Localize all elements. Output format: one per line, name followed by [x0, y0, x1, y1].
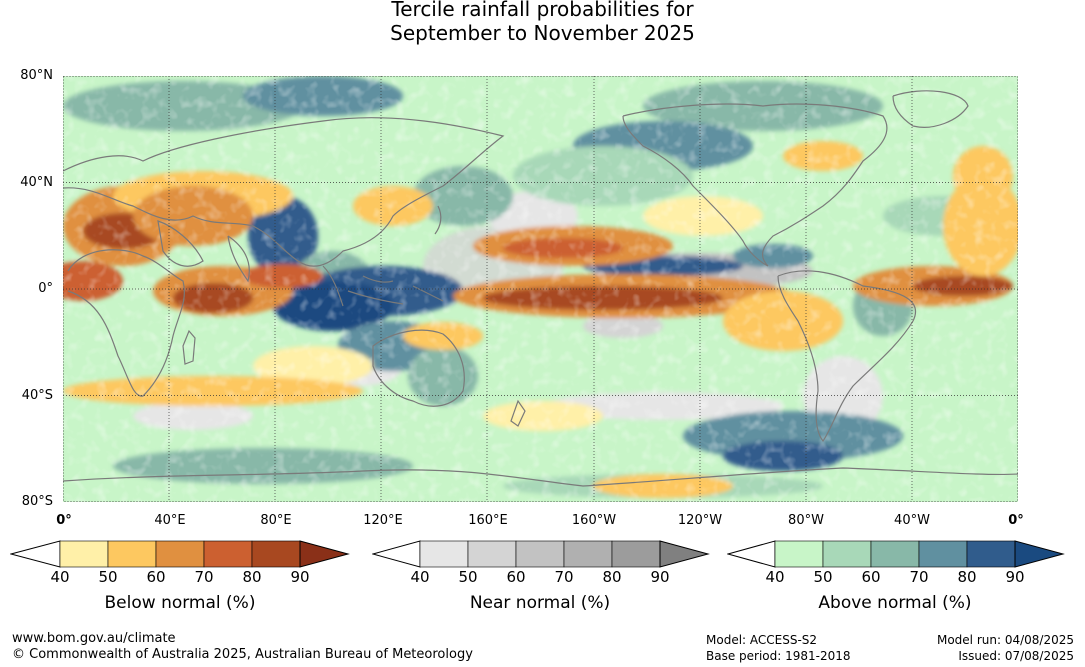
footer-model: Model: ACCESS-S2	[706, 633, 818, 647]
lon-label-80w: 80°W	[788, 513, 824, 528]
footer-issued: Issued: 07/08/2025	[958, 649, 1074, 663]
coastlines	[63, 90, 1018, 487]
lon-label-40e: 40°E	[154, 513, 186, 528]
lon-label-0-right: 0°	[1008, 513, 1024, 528]
footer-copyright: © Commonwealth of Australia 2025, Austra…	[12, 647, 473, 662]
lon-label-0-left: 0°	[56, 513, 72, 528]
map-title: Tercile rainfall probabilities for Septe…	[0, 0, 1085, 45]
footer-url: www.bom.gov.au/climate	[12, 631, 176, 646]
lat-label-0: 0°	[38, 281, 53, 296]
footer-base-period: Base period: 1981-2018	[706, 649, 851, 663]
probability-map	[63, 76, 1018, 502]
legend-near-tick: 70	[554, 568, 574, 586]
legend-above-tick: 60	[861, 568, 881, 586]
legend-near-colorbar	[371, 540, 712, 572]
lon-label-120e: 120°E	[363, 513, 403, 528]
legend-above-colorbar	[726, 540, 1067, 572]
lat-label-40s: 40°S	[21, 388, 53, 403]
legend-above-tick: 80	[957, 568, 977, 586]
legend-near-tick: 40	[410, 568, 430, 586]
title-line-2: September to November 2025	[390, 21, 695, 45]
legend-below-tick: 80	[242, 568, 262, 586]
lat-label-80n: 80°N	[20, 68, 53, 83]
legend-near-title: Near normal (%)	[469, 593, 611, 613]
title-line-1: Tercile rainfall probabilities for	[391, 0, 694, 21]
legend-below-colorbar	[9, 540, 350, 572]
legend-above-title: Above normal (%)	[818, 593, 972, 613]
lon-label-160w: 160°W	[571, 513, 617, 528]
lon-label-80e: 80°E	[260, 513, 292, 528]
legend-near-tick: 60	[506, 568, 526, 586]
legend-below-tick: 50	[98, 568, 118, 586]
footer-dates: Model run: 04/08/2025 Issued: 07/08/2025	[937, 632, 1074, 664]
legend-near-tick: 50	[458, 568, 478, 586]
legend-near-tick: 80	[602, 568, 622, 586]
legend-above-tick: 70	[909, 568, 929, 586]
footer-model-run: Model run: 04/08/2025	[936, 633, 1074, 647]
lon-label-120w: 120°W	[677, 513, 723, 528]
legend-above-tick: 40	[765, 568, 785, 586]
graticule	[63, 76, 1018, 502]
lat-label-80s: 80°S	[21, 494, 53, 509]
legend-below-tick: 40	[50, 568, 70, 586]
legend-below-tick: 60	[146, 568, 166, 586]
legend-near-tick: 90	[650, 568, 670, 586]
legend-above-tick: 50	[813, 568, 833, 586]
footer-left: www.bom.gov.au/climate © Commonwealth of…	[12, 631, 473, 663]
lon-label-40w: 40°W	[894, 513, 930, 528]
legend-below-title: Below normal (%)	[104, 593, 256, 613]
legend-below-tick: 90	[290, 568, 310, 586]
lon-label-160e: 160°E	[468, 513, 508, 528]
legend-above-tick: 90	[1005, 568, 1025, 586]
lat-label-40n: 40°N	[20, 175, 53, 190]
footer-model-info: Model: ACCESS-S2 Base period: 1981-2018	[706, 632, 851, 664]
legend-below-tick: 70	[194, 568, 214, 586]
